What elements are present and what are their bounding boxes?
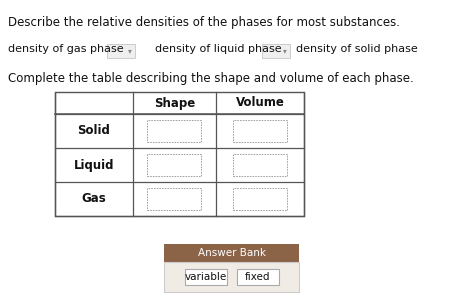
Text: Complete the table describing the shape and volume of each phase.: Complete the table describing the shape … [8, 72, 414, 85]
Text: Answer Bank: Answer Bank [198, 248, 266, 258]
Text: Volume: Volume [236, 96, 284, 110]
Text: density of liquid phase: density of liquid phase [155, 44, 282, 54]
Bar [233, 188, 287, 210]
Bar [147, 188, 201, 210]
Bar [55, 92, 304, 216]
Text: Gas: Gas [82, 192, 106, 205]
Bar [262, 44, 290, 58]
Bar [237, 269, 279, 285]
Text: ▾: ▾ [283, 47, 287, 55]
Text: density of gas phase: density of gas phase [8, 44, 124, 54]
Text: density of solid phase: density of solid phase [296, 44, 418, 54]
Text: Solid: Solid [78, 124, 110, 137]
Text: Describe the relative densities of the phases for most substances.: Describe the relative densities of the p… [8, 16, 400, 29]
Text: variable: variable [185, 272, 227, 282]
Bar [233, 154, 287, 176]
Bar [164, 262, 300, 292]
Bar [147, 120, 201, 142]
Text: ▾: ▾ [128, 47, 132, 55]
Bar [147, 154, 201, 176]
Bar [107, 44, 135, 58]
Bar [233, 120, 287, 142]
Bar [185, 269, 227, 285]
Bar [164, 244, 300, 262]
Text: Shape: Shape [154, 96, 195, 110]
Text: Liquid: Liquid [74, 159, 114, 172]
Text: fixed: fixed [245, 272, 271, 282]
